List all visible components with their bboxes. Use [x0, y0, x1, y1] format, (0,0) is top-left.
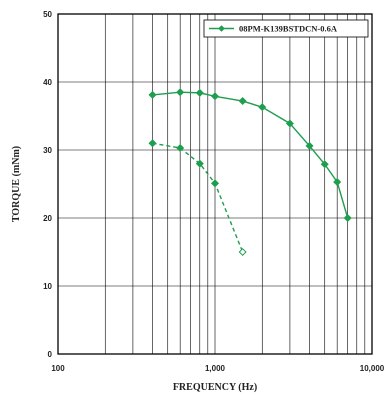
data-point [343, 213, 352, 223]
data-point [176, 143, 185, 152]
series-line [152, 91, 349, 219]
plot-frame [57, 13, 373, 355]
data-point [333, 177, 342, 186]
y-tick-label: 50 [43, 10, 52, 19]
series-line [152, 142, 244, 253]
data-point [148, 90, 157, 99]
series-layer [148, 88, 352, 257]
x-tick-label: 10,000 [360, 364, 384, 373]
data-point [258, 103, 267, 112]
data-point [195, 159, 204, 168]
legend-entry: 08PM-K139BSTDCN-0.6A [239, 24, 338, 34]
y-tick-label: 10 [43, 282, 52, 291]
legend: 08PM-K139BSTDCN-0.6A [203, 19, 369, 38]
data-point [210, 179, 220, 188]
data-point [285, 119, 294, 128]
data-point [320, 160, 329, 169]
x-axis-title: FREQUENCY (Hz) [173, 382, 257, 393]
data-point [305, 141, 314, 150]
y-tick-label: 20 [43, 214, 52, 223]
x-tick-label: 100 [51, 364, 65, 373]
legend-box [203, 19, 369, 38]
data-point [238, 247, 247, 257]
x-tick-label: 1,000 [205, 364, 226, 373]
y-axis-title: TORQUE (mNm) [11, 146, 22, 222]
y-tick-label: 40 [43, 78, 52, 87]
data-point [148, 139, 157, 148]
y-tick-label: 0 [48, 350, 53, 359]
data-point [238, 97, 247, 106]
data-point [195, 88, 204, 97]
y-tick-label: 30 [43, 146, 52, 155]
data-point [210, 92, 220, 101]
tick-labels: 100 1,000 10,000 0 10 20 30 40 50 [43, 10, 384, 373]
legend-diamond-marker [218, 25, 225, 32]
data-point [176, 88, 185, 97]
